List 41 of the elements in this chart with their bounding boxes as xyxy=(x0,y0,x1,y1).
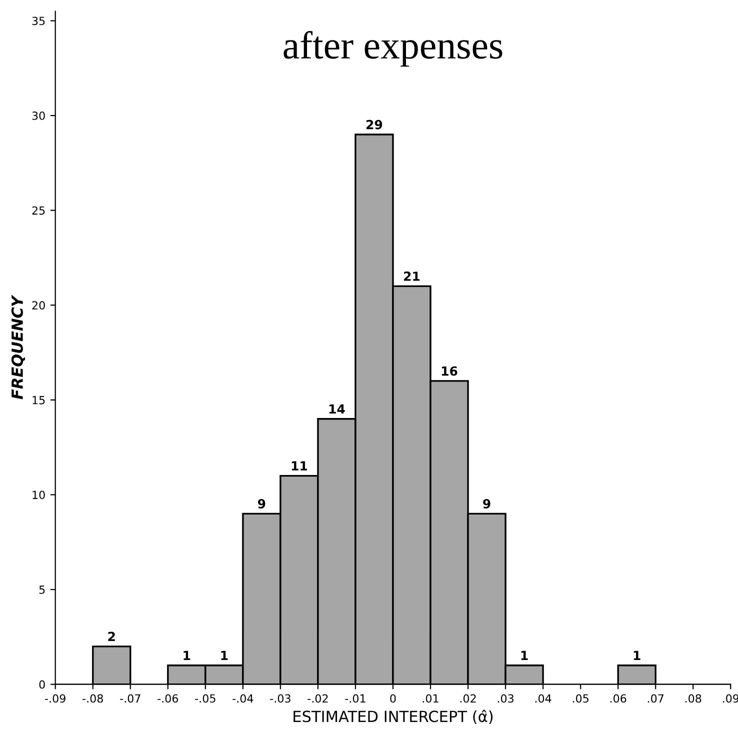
x-tick-label: 0 xyxy=(390,694,396,703)
data-label: 21 xyxy=(404,272,420,281)
data-label: 11 xyxy=(292,461,308,470)
x-tick-label: -.05 xyxy=(195,694,216,703)
chart-title: after expenses xyxy=(284,31,502,67)
data-label: 9 xyxy=(258,499,266,508)
x-tick-label: .06 xyxy=(610,694,626,703)
data-label: 1 xyxy=(521,650,528,660)
x-tick-label: -.06 xyxy=(158,694,178,703)
y-tick-label: 25 xyxy=(32,206,45,215)
y-tick-label: 35 xyxy=(32,16,45,26)
x-tick-label: -.08 xyxy=(82,694,103,703)
x-tick-label: .04 xyxy=(535,694,552,703)
y-tick-label: 0 xyxy=(39,680,45,689)
x-tick-label: -.03 xyxy=(270,694,290,703)
x-tick-label: .08 xyxy=(685,694,702,703)
y-tick-label: 30 xyxy=(32,112,45,120)
data-label: 1 xyxy=(634,650,640,660)
data-label: 2 xyxy=(108,632,115,642)
x-tick-label: .07 xyxy=(648,694,664,703)
x-tick-label: -.09 xyxy=(45,694,66,703)
y-axis-title: FREQUENCY xyxy=(11,294,25,400)
data-label: 1 xyxy=(184,650,190,660)
y-tick-label: 5 xyxy=(39,586,45,594)
x-tick-label: -.02 xyxy=(308,694,328,703)
y-tick-label: 20 xyxy=(32,301,45,310)
x-tick-label: -.04 xyxy=(232,694,254,703)
x-axis-title: ESTIMATED INTERCEPT (α̂) xyxy=(294,710,493,724)
data-label: 9 xyxy=(483,499,490,508)
data-label: 14 xyxy=(329,404,345,414)
data-label: 29 xyxy=(366,120,382,130)
y-tick-label: 10 xyxy=(32,490,45,500)
y-tick-label: 15 xyxy=(32,396,45,404)
x-tick-label: .03 xyxy=(498,694,514,703)
data-label: 1 xyxy=(221,650,228,660)
data-label: 16 xyxy=(442,366,458,376)
x-tick-label: .05 xyxy=(572,694,588,703)
x-tick-label: .01 xyxy=(422,694,438,703)
x-tick-label: .02 xyxy=(460,694,476,703)
x-tick-label: -.01 xyxy=(345,694,366,703)
x-tick-label: -.07 xyxy=(120,694,140,703)
